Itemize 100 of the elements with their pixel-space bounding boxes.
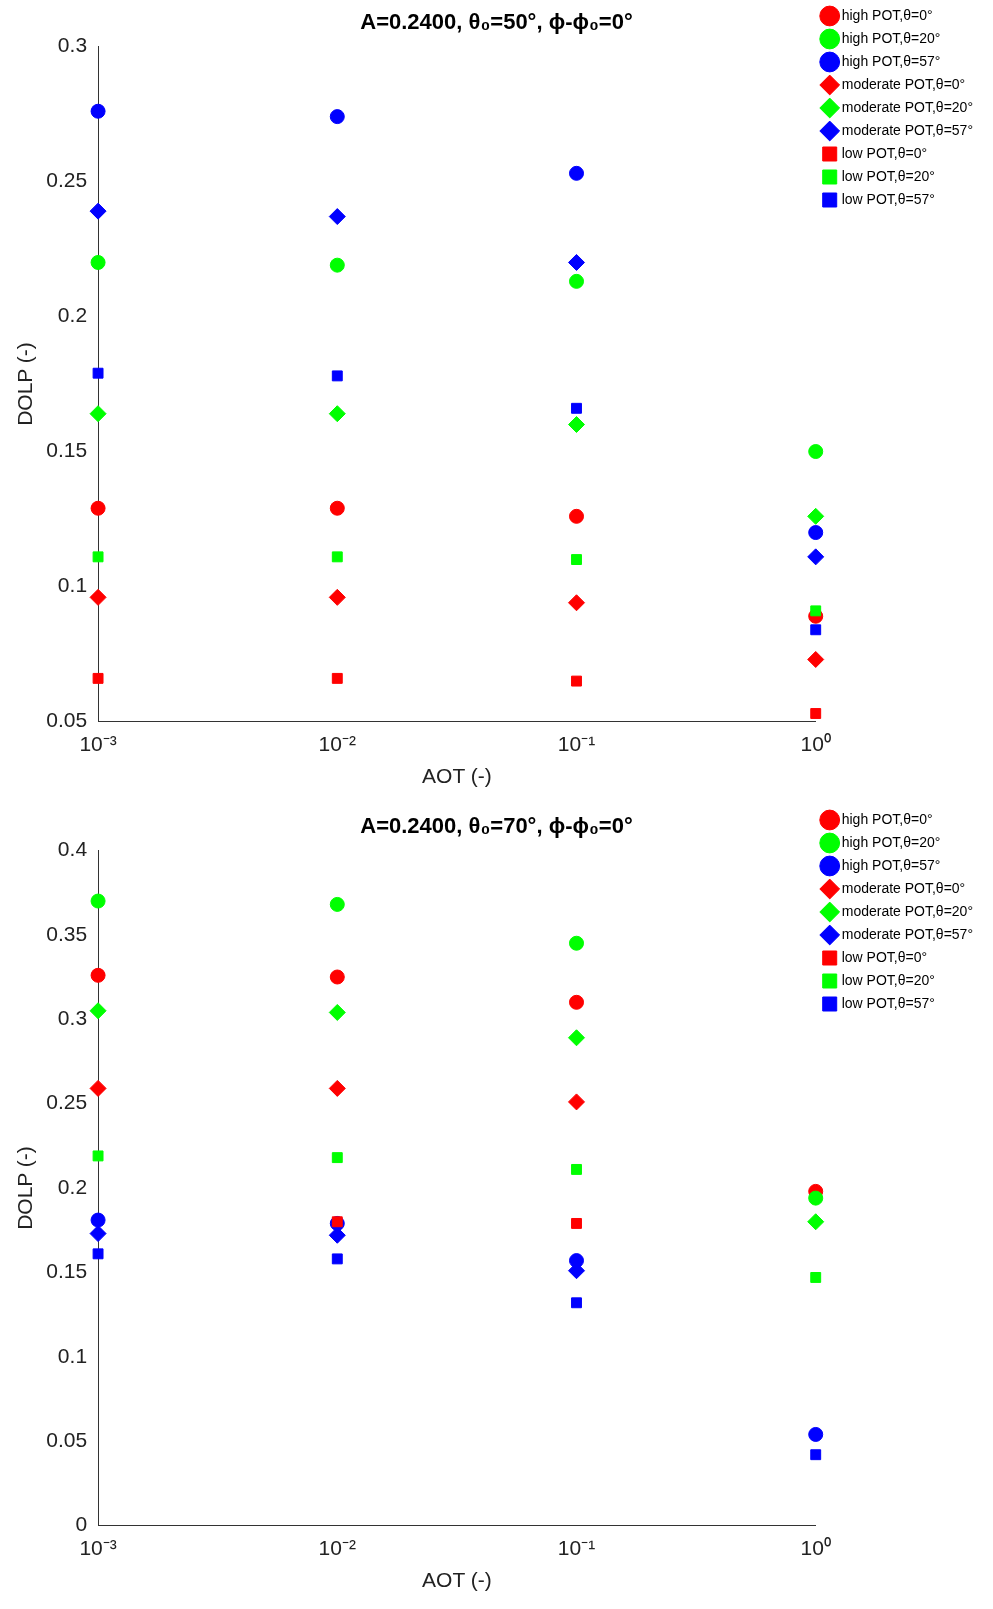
point — [331, 370, 343, 382]
point — [328, 208, 346, 226]
legend-label: low POT,θ=57° — [841, 190, 935, 207]
point — [89, 405, 107, 423]
legend-label: high POT,θ=57° — [841, 52, 941, 69]
point — [810, 624, 822, 636]
point — [90, 1212, 106, 1228]
point — [568, 253, 585, 271]
point — [808, 525, 824, 541]
legend-label: moderate POT,θ=0° — [841, 75, 966, 92]
point — [571, 1297, 582, 1309]
point — [810, 605, 822, 617]
y-tick-label: 0.25 — [46, 168, 88, 192]
point — [89, 1002, 107, 1020]
point — [89, 588, 107, 606]
point — [808, 1190, 824, 1206]
point — [568, 1029, 585, 1047]
point — [568, 594, 585, 612]
point — [810, 1272, 822, 1283]
legend-label: low POT,θ=0° — [841, 948, 928, 965]
point — [571, 402, 582, 414]
y-tick-label: 0.4 — [57, 837, 88, 861]
point — [92, 551, 104, 563]
point — [807, 1213, 825, 1231]
point — [571, 675, 582, 687]
x-axis-title: AOT (-) — [422, 1568, 492, 1592]
x-tick-label: 10⁻³ — [79, 732, 117, 755]
point — [329, 896, 345, 912]
point — [90, 254, 106, 270]
x-tick-label: 10⁻¹ — [557, 1536, 596, 1559]
point — [90, 893, 106, 909]
point — [90, 967, 106, 983]
y-axis-title: DOLP (-) — [13, 1146, 37, 1230]
point — [328, 405, 346, 423]
point — [808, 444, 824, 460]
point — [569, 508, 584, 524]
legend-label: moderate POT,θ=57° — [841, 121, 974, 138]
legend-label: moderate POT,θ=57° — [841, 925, 974, 942]
point — [92, 1248, 104, 1260]
y-tick-label: 0.1 — [57, 1343, 88, 1367]
y-tick-label: 0 — [75, 1512, 88, 1536]
point — [571, 1218, 582, 1229]
point — [90, 103, 106, 119]
point — [329, 969, 345, 985]
x-axis-title: AOT (-) — [422, 764, 492, 788]
point — [569, 994, 584, 1010]
point — [89, 1225, 107, 1243]
legend-label: high POT,θ=20° — [841, 833, 941, 850]
point — [807, 507, 825, 525]
point — [807, 650, 825, 668]
point — [328, 1003, 346, 1021]
point — [569, 935, 584, 951]
legend-label: high POT,θ=20° — [841, 29, 941, 46]
point — [331, 551, 343, 563]
x-tick-label: 10⁰ — [800, 732, 831, 755]
legend-label: low POT,θ=20° — [841, 167, 935, 184]
point — [89, 1079, 107, 1097]
y-tick-label: 0.05 — [46, 1428, 88, 1451]
point — [328, 588, 346, 606]
legend-label: moderate POT,θ=20° — [841, 98, 974, 115]
legend-label: high POT,θ=57° — [841, 856, 941, 873]
point — [331, 1253, 343, 1265]
point — [810, 1449, 822, 1461]
chart-title: A=0.2400, θ₀=50°, ϕ-ϕ₀=0° — [360, 9, 633, 35]
point — [89, 202, 107, 220]
legend-label: low POT,θ=0° — [841, 144, 928, 161]
y-tick-label: 0.1 — [57, 573, 88, 597]
y-tick-label: 0.2 — [57, 1174, 88, 1198]
point — [569, 273, 584, 289]
legend-label: moderate POT,θ=20° — [841, 902, 974, 919]
y-tick-label: 0.2 — [57, 303, 88, 327]
point — [329, 500, 345, 516]
x-tick-label: 10⁰ — [800, 1536, 831, 1559]
point — [331, 1152, 343, 1164]
legend-label: moderate POT,θ=0° — [841, 879, 966, 896]
point — [329, 257, 345, 273]
point — [568, 1093, 585, 1111]
point — [571, 554, 582, 565]
point — [808, 1426, 824, 1442]
point — [810, 708, 822, 719]
y-tick-label: 0.25 — [46, 1090, 88, 1114]
y-axis-title: DOLP (-) — [13, 342, 37, 426]
point — [329, 109, 345, 125]
point — [331, 672, 343, 684]
x-tick-label: 10⁻² — [318, 732, 356, 755]
y-tick-label: 0.3 — [57, 1006, 88, 1029]
legend-label: low POT,θ=57° — [841, 994, 935, 1011]
point — [571, 1163, 582, 1175]
point — [568, 416, 585, 434]
y-tick-label: 0.15 — [46, 1259, 88, 1283]
point — [328, 1079, 346, 1097]
point — [92, 672, 104, 684]
legend-label: high POT,θ=0° — [841, 810, 933, 827]
legend-label: low POT,θ=20° — [841, 971, 935, 988]
point — [92, 367, 104, 379]
y-tick-label: 0.15 — [46, 438, 88, 462]
point — [92, 1150, 104, 1162]
point — [90, 500, 106, 516]
chart-title: A=0.2400, θ₀=70°, ϕ-ϕ₀=0° — [360, 813, 633, 839]
legend-label: high POT,θ=0° — [841, 6, 933, 23]
